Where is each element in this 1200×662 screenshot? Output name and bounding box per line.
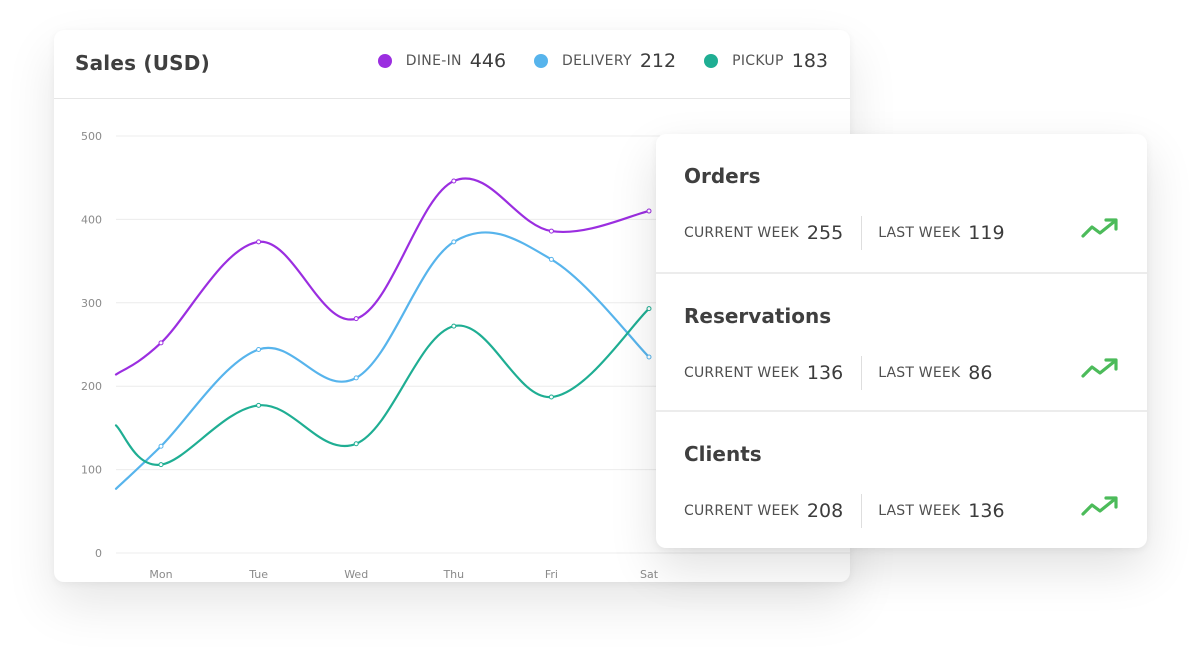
stat-card-reservations: Reservations CURRENT WEEK 136 LAST WEEK … [656,272,1147,412]
data-point [646,354,652,360]
stat-row: CURRENT WEEK 255 LAST WEEK 119 [684,216,1005,250]
current-week-value: 208 [806,500,844,522]
stat-row: CURRENT WEEK 208 LAST WEEK 136 [684,494,1005,528]
legend-dot-icon [704,54,719,68]
legend-item-pickup[interactable]: PICKUP 183 [704,50,828,72]
divider [861,216,863,250]
legend-label: PICKUP [732,53,784,69]
chart-legend: DINE-IN 446 DELIVERY 212 PICKUP 183 [350,50,828,72]
data-point [646,306,652,312]
last-week-label: LAST WEEK [878,365,961,381]
last-week-label: LAST WEEK [878,503,961,519]
data-point [548,256,554,262]
trending-up-icon [1081,358,1118,378]
stat-card-clients: Clients CURRENT WEEK 208 LAST WEEK 136 [656,410,1147,548]
last-week-value: 119 [968,222,1005,244]
data-point [353,316,359,322]
y-tick-label: 400 [81,213,102,226]
legend-label: DELIVERY [562,53,632,69]
x-tick-label: Fri [545,568,558,581]
data-point [256,402,262,408]
current-week-label: CURRENT WEEK [684,225,799,241]
x-tick-label: Thu [442,568,464,581]
y-tick-label: 200 [81,380,102,393]
stat-row: CURRENT WEEK 136 LAST WEEK 86 [684,356,992,390]
chart-title: Sales (USD) [75,51,210,75]
last-week-label: LAST WEEK [878,225,961,241]
sales-header: Sales (USD) DINE-IN 446 DELIVERY 212 PIC… [54,30,850,99]
current-week-label: CURRENT WEEK [684,365,799,381]
data-point [353,441,359,447]
legend-item-dine-in[interactable]: DINE-IN 446 [377,50,507,72]
data-point [548,228,554,234]
legend-value: 183 [791,50,828,72]
y-tick-label: 100 [81,464,102,477]
stat-title: Orders [684,164,761,188]
divider [861,494,863,528]
y-tick-label: 0 [95,547,102,560]
legend-value: 446 [469,50,507,72]
stat-title: Clients [684,442,762,466]
last-week-value: 86 [968,362,993,384]
y-tick-label: 500 [81,130,102,143]
legend-value: 212 [639,50,677,72]
current-week-value: 136 [806,362,844,384]
trending-up-icon [1081,218,1118,238]
series-line-delivery [114,231,651,490]
y-tick-label: 300 [81,297,102,310]
data-point [256,239,262,245]
x-tick-label: Wed [344,568,368,581]
x-tick-label: Tue [248,568,268,581]
data-point [548,394,554,400]
divider [861,356,863,390]
trending-up-icon [1081,496,1118,516]
data-point [158,340,164,346]
series-line-dine-in [114,177,651,376]
stat-title: Reservations [684,304,832,328]
x-tick-label: Sat [640,568,659,581]
data-point [451,239,457,245]
x-tick-label: Mon [149,568,172,581]
current-week-value: 255 [806,222,844,244]
stat-card-orders: Orders CURRENT WEEK 255 LAST WEEK 119 [656,134,1147,272]
stats-panel: Orders CURRENT WEEK 255 LAST WEEK 119 Re… [656,134,1147,548]
legend-dot-icon [534,54,549,68]
data-point [646,208,652,214]
legend-dot-icon [377,54,392,68]
data-point [158,462,164,468]
legend-label: DINE-IN [405,53,462,69]
current-week-label: CURRENT WEEK [684,503,799,519]
data-point [256,347,262,353]
data-point [353,375,359,381]
legend-item-delivery[interactable]: DELIVERY 212 [534,50,676,72]
data-point [451,178,457,184]
last-week-value: 136 [968,500,1005,522]
series-line-pickup [114,307,651,466]
data-point [158,443,164,449]
data-point [451,323,457,329]
